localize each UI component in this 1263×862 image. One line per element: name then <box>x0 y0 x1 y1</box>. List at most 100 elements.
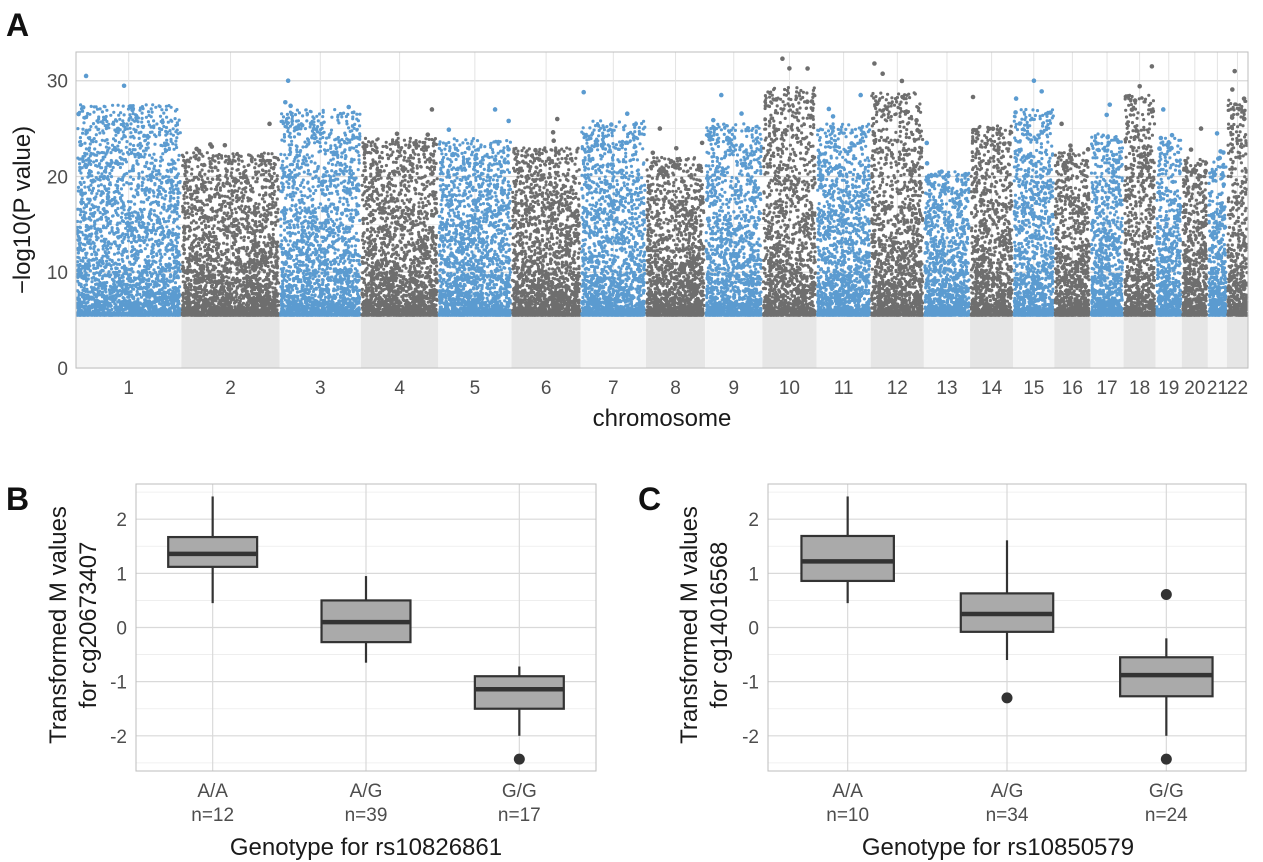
chromosome-tick-label: 16 <box>1062 378 1083 399</box>
peak-point <box>657 126 663 131</box>
peak-point <box>650 150 656 156</box>
peak-point <box>929 182 934 188</box>
peak-point <box>1158 135 1164 141</box>
peak-point <box>429 107 435 112</box>
peak-point <box>787 66 792 71</box>
chromosome-tick-label: 22 <box>1227 378 1248 399</box>
nonsignificant-band <box>645 315 706 368</box>
chromosome-tick-label: 17 <box>1096 378 1117 399</box>
peak-point <box>849 141 854 146</box>
peak-point <box>990 126 996 132</box>
chromosome-points-14 <box>969 94 1014 368</box>
peak-point <box>1214 131 1220 136</box>
significant-point-cloud <box>437 137 513 317</box>
chromosome-tick-label: 8 <box>670 378 681 399</box>
peak-point <box>1197 174 1203 179</box>
nonsignificant-band <box>1013 315 1055 368</box>
chromosome-points-6 <box>510 116 582 368</box>
sample-count-label: n=34 <box>986 805 1029 826</box>
nonsignificant-band <box>1226 315 1248 368</box>
peak-point <box>939 169 944 174</box>
boxplot-c: -2 -1 0 1 2 A/A n=10 A/G n=34 G/G n=24 <box>742 483 1247 826</box>
panel-label-b: B <box>6 481 29 517</box>
chromosome-tick-label: 21 <box>1207 378 1228 399</box>
chromosome-points-5 <box>437 107 513 368</box>
y-tick-label: 1 <box>748 564 759 585</box>
genotype-label: A/G <box>991 781 1024 802</box>
chromosome-points-9 <box>704 92 763 368</box>
chromosome-tick-label: 13 <box>936 378 957 399</box>
peak-point <box>1241 116 1247 122</box>
boxplot-b-y-axis-title-line2: for cg20673407 <box>75 542 102 709</box>
peak-point <box>581 89 587 95</box>
peak-point <box>1104 112 1109 118</box>
y-tick-label: 2 <box>748 510 759 531</box>
peak-point <box>1221 182 1227 187</box>
nonsignificant-band <box>1181 315 1208 368</box>
chromosome-points-4 <box>360 107 439 368</box>
peak-point <box>1160 107 1166 112</box>
peak-point <box>924 161 930 166</box>
significant-point-cloud <box>360 136 439 317</box>
peak-point <box>1203 168 1208 174</box>
nonsignificant-band <box>580 315 646 368</box>
peak-point <box>900 94 906 100</box>
peak-point <box>283 99 288 105</box>
genotype-label: G/G <box>502 781 537 802</box>
nonsignificant-band <box>76 315 182 368</box>
chromosome-tick-label: 12 <box>887 378 908 399</box>
peak-point <box>492 157 498 163</box>
boxplot-b-x-axis-title: Genotype for rs10826861 <box>230 834 502 861</box>
chromosome-points-18 <box>1123 64 1157 368</box>
peak-point <box>583 133 589 139</box>
box-iqr <box>473 675 565 710</box>
peak-point <box>1149 64 1155 69</box>
chromosome-tick-label: 2 <box>225 378 236 399</box>
manhattan-y-axis-title: −log10(P value) <box>9 126 36 294</box>
chromosome-tick-label: 3 <box>315 378 326 399</box>
peak-point <box>1068 143 1073 148</box>
peak-point <box>1232 68 1237 74</box>
peak-point <box>267 121 272 127</box>
boxplot-c-y-axis-title-line2: for cg14016568 <box>706 542 733 709</box>
nonsignificant-band <box>1155 315 1182 368</box>
significant-point-cloud <box>645 155 706 317</box>
peak-point <box>780 56 785 62</box>
significant-point-cloud <box>1089 132 1125 317</box>
peak-point <box>299 123 305 128</box>
peak-point <box>1150 108 1156 114</box>
peak-point <box>805 66 810 71</box>
peak-point <box>83 73 89 79</box>
peak-point <box>285 78 291 84</box>
peak-point <box>875 100 880 106</box>
peak-point <box>121 83 127 89</box>
significant-point-cloud <box>580 119 647 317</box>
nonsignificant-band <box>816 315 871 368</box>
peak-point <box>374 149 380 155</box>
peak-point <box>1169 145 1174 151</box>
peak-point <box>80 105 86 110</box>
peak-point <box>1132 98 1138 103</box>
peak-point <box>554 116 560 122</box>
nonsignificant-band <box>762 315 817 368</box>
chromosome-tick-label: 1 <box>123 378 134 399</box>
peak-point <box>970 94 976 100</box>
chromosome-tick-label: 15 <box>1023 378 1044 399</box>
peak-point <box>1013 96 1019 101</box>
manhattan-y-tick-label: 10 <box>47 263 68 284</box>
box-GG: G/G n=17 <box>473 666 565 826</box>
box-iqr <box>800 534 895 583</box>
chromosome-points-22 <box>1226 68 1249 368</box>
significant-point-cloud <box>1155 136 1183 317</box>
peak-point <box>209 144 215 149</box>
peak-point <box>1017 121 1023 126</box>
peak-point <box>473 161 479 167</box>
peak-point <box>1218 149 1223 154</box>
peak-point <box>346 104 352 110</box>
peak-point <box>858 92 863 98</box>
chromosome-points-13 <box>923 140 971 368</box>
peak-point <box>506 118 511 124</box>
manhattan-y-tick-label: 30 <box>47 72 68 93</box>
